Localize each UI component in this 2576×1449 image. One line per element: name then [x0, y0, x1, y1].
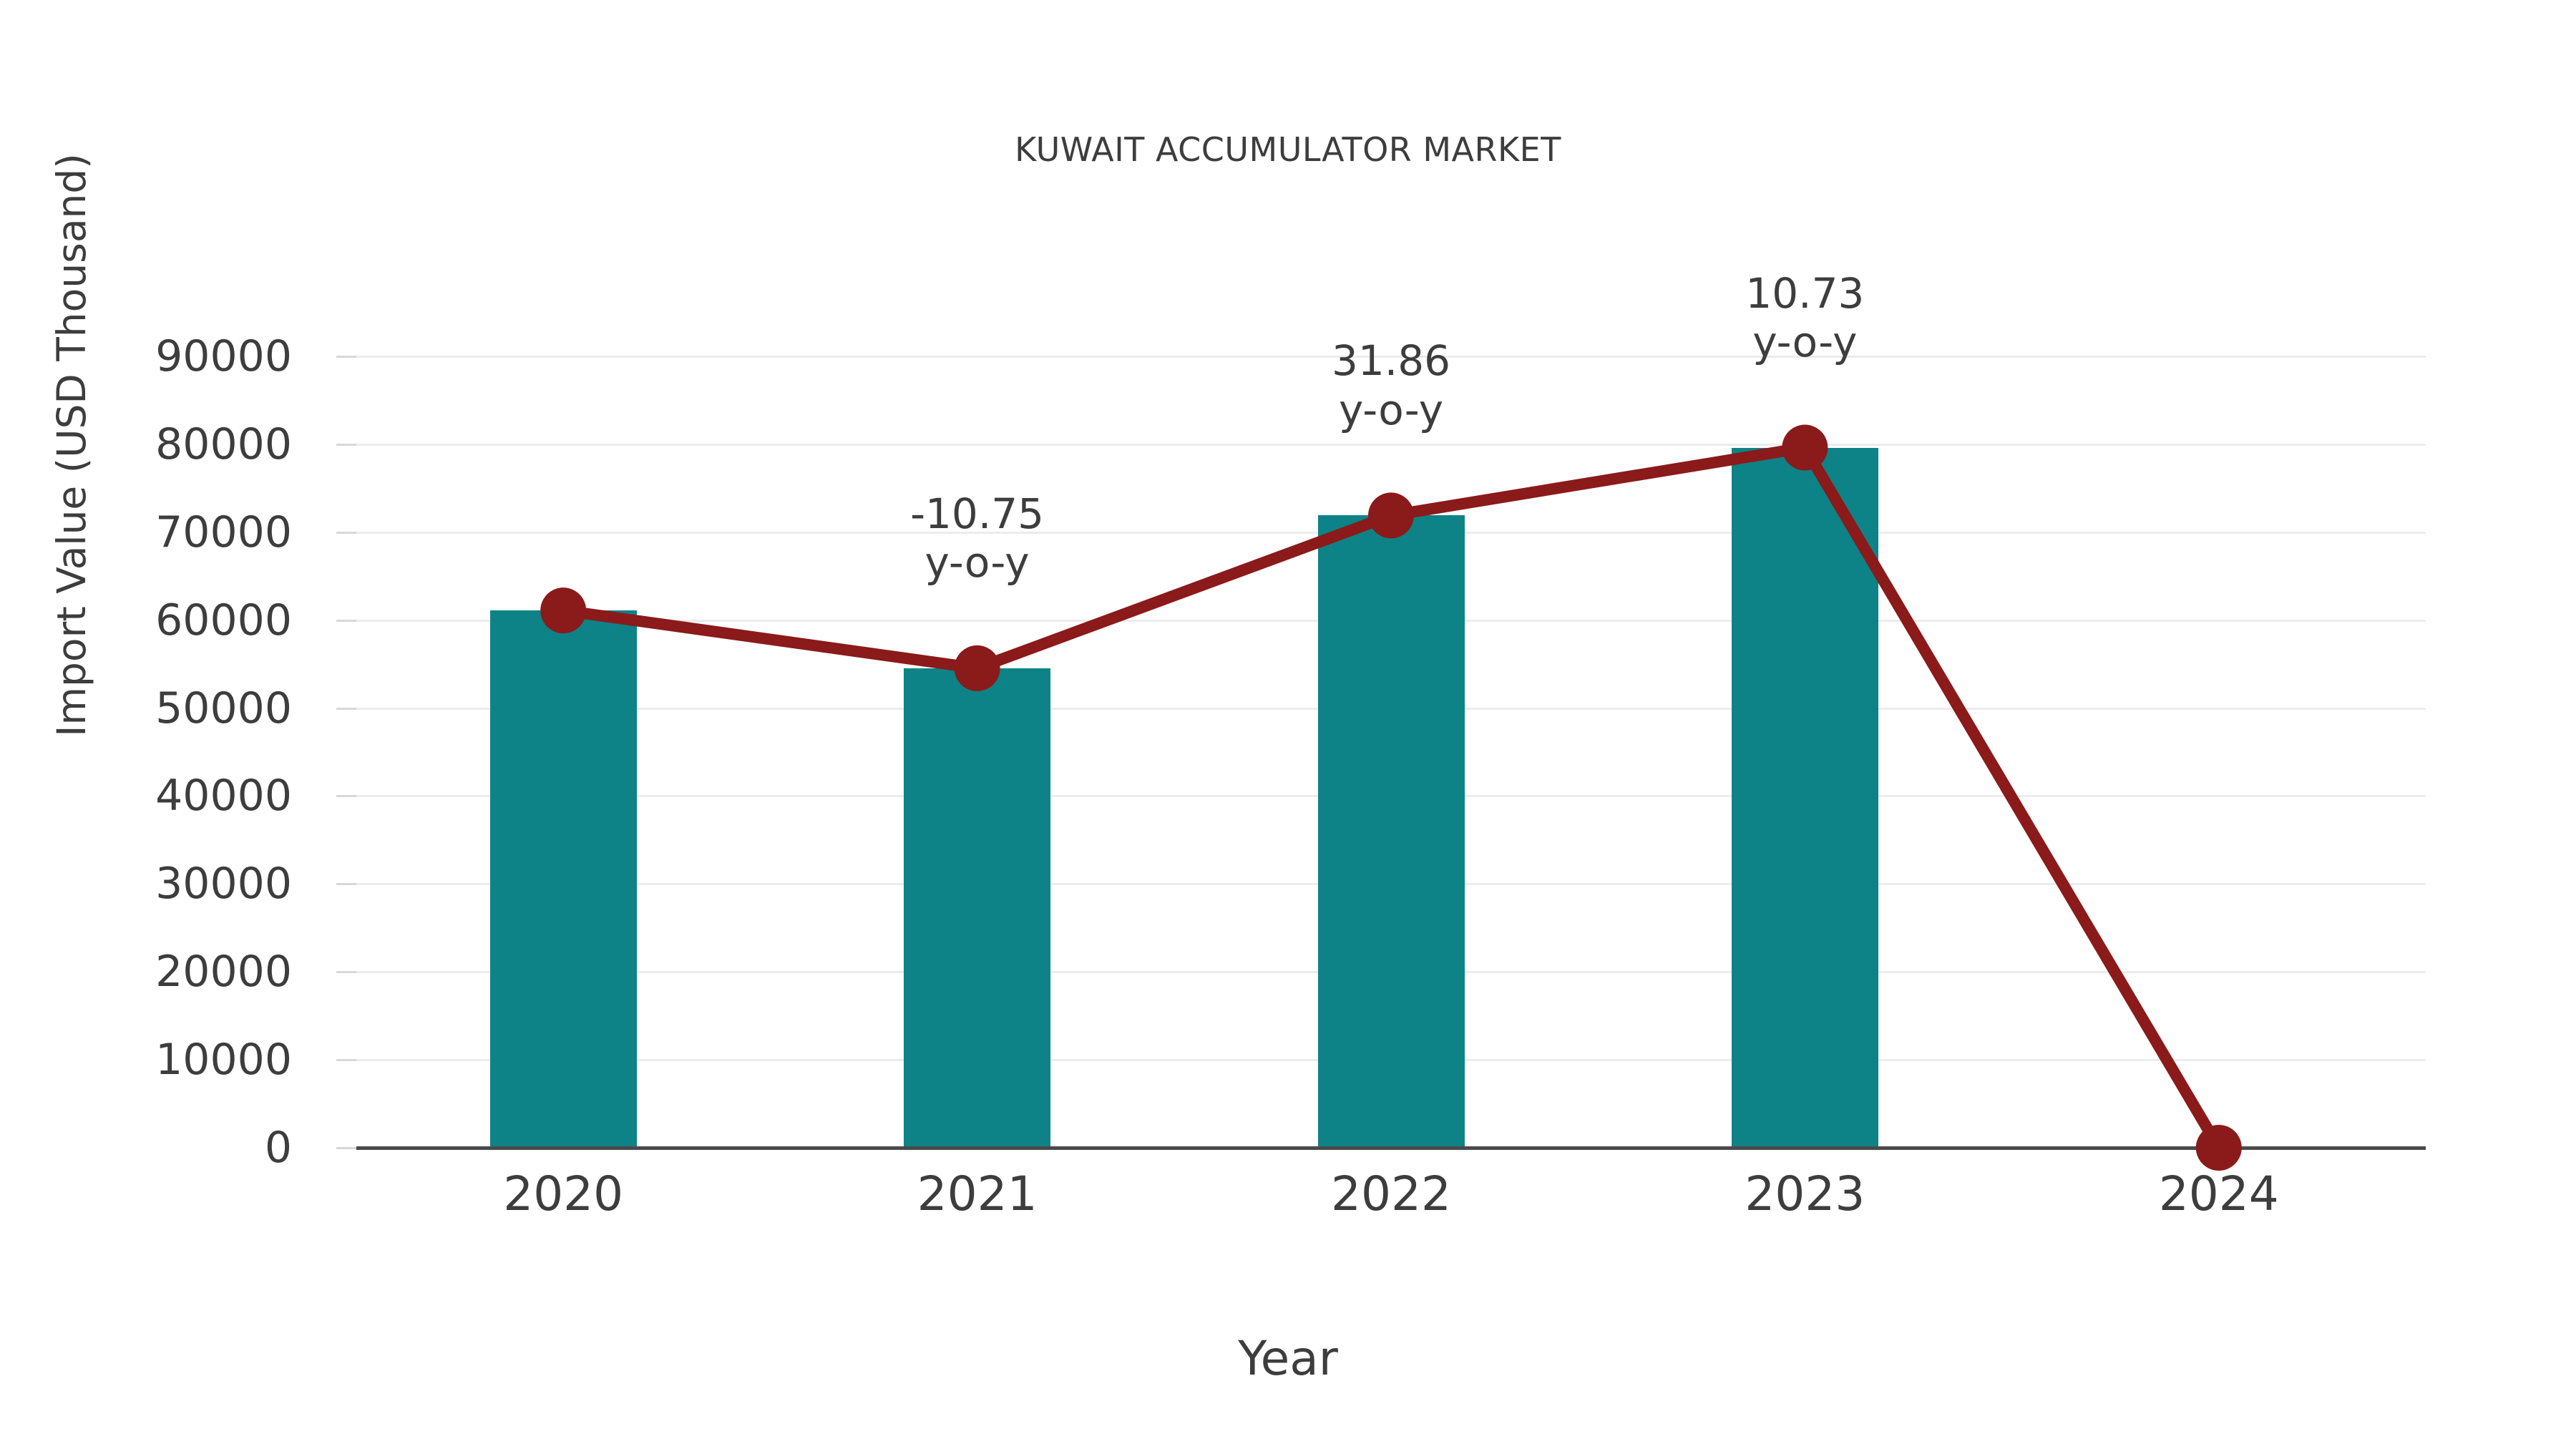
gridline — [356, 443, 2426, 446]
y-axis-tick-mark — [336, 619, 356, 622]
growth-unit: y-o-y — [924, 538, 1030, 587]
bar — [1317, 515, 1465, 1148]
y-axis-tick-mark — [336, 531, 356, 534]
y-axis-tick-mark — [336, 1059, 356, 1062]
y-axis-tick-label: 0 — [264, 1123, 292, 1173]
x-axis-line — [356, 1146, 2426, 1150]
y-axis-tick-mark — [336, 707, 356, 710]
growth-unit: y-o-y — [1752, 317, 1858, 366]
y-axis-tick-mark — [336, 971, 356, 974]
y-axis-tick-label: 50000 — [155, 683, 292, 733]
y-axis-tick-mark — [336, 883, 356, 886]
growth-annotation: 31.86 y-o-y — [1205, 336, 1577, 434]
x-axis-tick-label: 2021 — [917, 1166, 1038, 1221]
y-axis-tick-label: 80000 — [155, 419, 292, 469]
x-axis-title: Year — [1238, 1331, 1338, 1386]
x-axis-tick-label: 2024 — [2158, 1166, 2279, 1221]
y-axis-tick-label: 90000 — [155, 331, 292, 381]
y-axis-tick-label: 60000 — [155, 595, 292, 645]
growth-value: 31.86 — [1331, 336, 1451, 386]
gridline — [356, 356, 2426, 358]
growth-annotation: -10.75 y-o-y — [791, 489, 1163, 587]
y-axis-tick-mark — [336, 795, 356, 798]
bar — [1731, 447, 1878, 1148]
bar — [904, 668, 1051, 1148]
y-axis-tick-mark — [336, 1147, 356, 1149]
y-axis-tick-label: 30000 — [155, 859, 292, 909]
chart-title: KUWAIT ACCUMULATOR MARKET — [1015, 130, 1561, 169]
x-axis-tick-label: 2022 — [1331, 1166, 1451, 1221]
plot-area — [356, 356, 2426, 1148]
growth-unit: y-o-y — [1338, 385, 1444, 434]
y-axis-tick-label: 10000 — [155, 1035, 292, 1085]
growth-value: -10.75 — [910, 489, 1045, 538]
growth-value: 10.73 — [1745, 268, 1865, 318]
y-axis-tick-label: 70000 — [155, 507, 292, 557]
y-axis-tick-mark — [336, 356, 356, 358]
growth-annotation: 10.73 y-o-y — [1619, 269, 1991, 367]
bar — [489, 610, 637, 1148]
x-axis-tick-label: 2023 — [1745, 1166, 1865, 1221]
x-axis-tick-label: 2020 — [503, 1166, 624, 1221]
y-axis-tick-mark — [336, 443, 356, 446]
y-axis-tick-label: 20000 — [155, 947, 292, 997]
y-axis-tick-label: 40000 — [155, 771, 292, 821]
